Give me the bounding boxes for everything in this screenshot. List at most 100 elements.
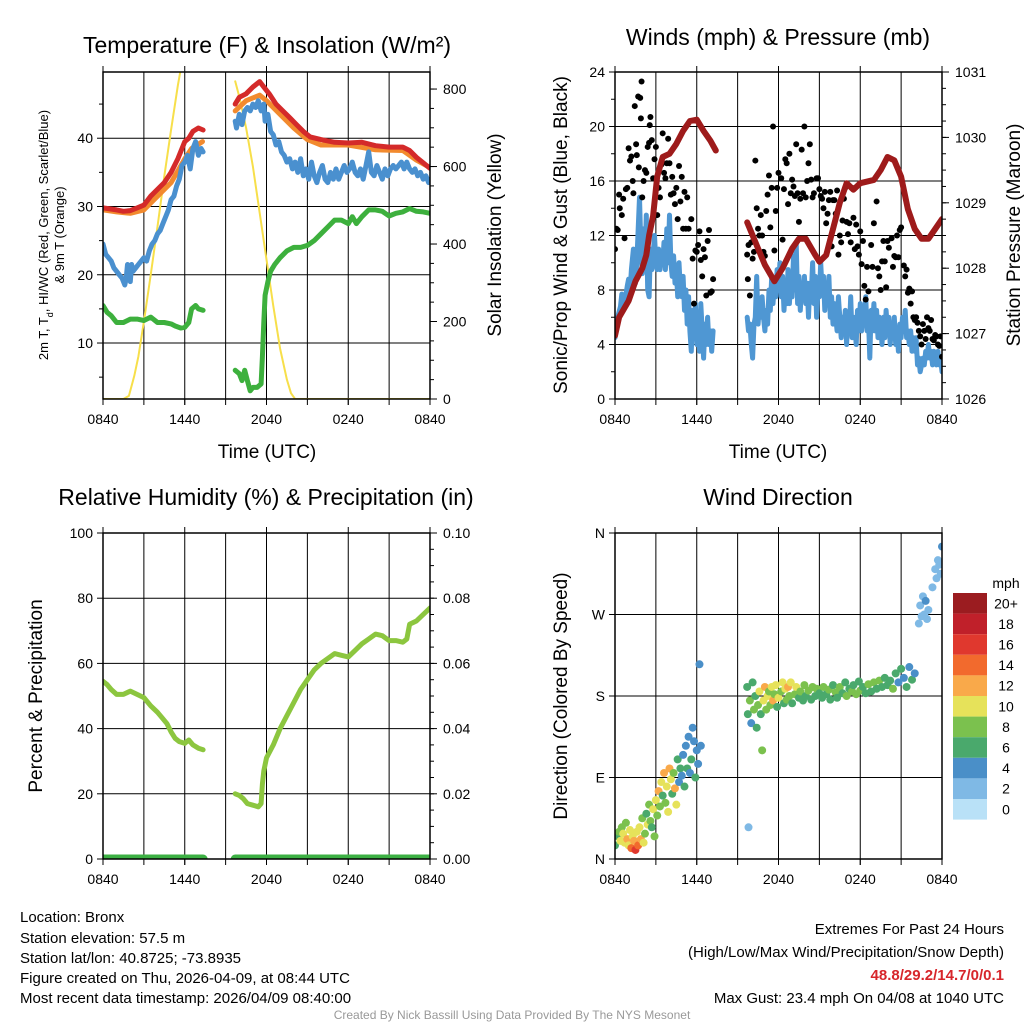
wind-direction-point bbox=[796, 687, 805, 696]
wind-line bbox=[744, 239, 942, 375]
gust-point bbox=[881, 258, 888, 265]
pressure-line bbox=[615, 116, 719, 339]
y-tick-label: 16 bbox=[589, 173, 605, 189]
gust-point bbox=[793, 141, 800, 148]
gust-point bbox=[662, 175, 669, 182]
gust-point bbox=[789, 176, 796, 183]
humidity-y-label: Percent & Precipitation bbox=[26, 599, 47, 792]
gust-point bbox=[816, 186, 823, 193]
wind-direction-point bbox=[743, 682, 752, 691]
gust-point bbox=[797, 195, 804, 202]
gust-point bbox=[701, 254, 708, 261]
winds-x-label: Time (UTC) bbox=[729, 442, 828, 463]
gust-point bbox=[764, 191, 771, 198]
legend-label: 6 bbox=[1002, 740, 1010, 756]
wind-line bbox=[615, 194, 716, 361]
y-tick-label: 20 bbox=[77, 786, 93, 802]
legend-swatch bbox=[953, 757, 987, 779]
wind-direction-point bbox=[905, 663, 914, 672]
gust-point bbox=[780, 186, 787, 193]
wind-direction-point bbox=[679, 750, 688, 759]
legend-label: 12 bbox=[998, 678, 1014, 694]
legend-swatch bbox=[953, 654, 987, 676]
wind-direction-point bbox=[661, 798, 670, 807]
x-tick-label: 1440 bbox=[169, 871, 200, 887]
gust-point bbox=[685, 225, 692, 232]
plot-area-0 bbox=[103, 72, 430, 399]
gust-point bbox=[635, 164, 642, 171]
legend-label: 10 bbox=[998, 698, 1014, 714]
hi-wc-line bbox=[103, 139, 206, 288]
gust-point bbox=[677, 198, 684, 205]
y-tick-label: 100 bbox=[70, 525, 94, 541]
y-tick-label: 20 bbox=[589, 119, 605, 135]
gust-point bbox=[688, 216, 695, 223]
gust-point bbox=[919, 321, 926, 328]
gust-point bbox=[646, 122, 653, 129]
gust-point bbox=[637, 115, 644, 122]
gust-point bbox=[763, 207, 770, 214]
wind-direction-point bbox=[841, 678, 850, 687]
gust-point bbox=[752, 157, 759, 164]
wind-direction-point bbox=[666, 775, 675, 784]
y-tick-label: S bbox=[596, 688, 605, 704]
station-latlon: Station lat/lon: 40.8725; -73.8935 bbox=[20, 950, 241, 967]
legend-swatch bbox=[953, 716, 987, 738]
wind-direction-point bbox=[677, 771, 686, 780]
x-tick-label: 2040 bbox=[763, 411, 794, 427]
extremes-values: 48.8/29.2/14.7/0/0.1 bbox=[871, 967, 1004, 984]
gust-point bbox=[643, 169, 650, 176]
wind-direction-point bbox=[756, 710, 765, 719]
gust-point bbox=[865, 288, 872, 295]
plot-frame bbox=[614, 71, 943, 400]
gust-point bbox=[802, 194, 809, 201]
gust-point bbox=[629, 178, 636, 184]
gust-point bbox=[759, 232, 766, 239]
wind-direction-point bbox=[635, 823, 644, 832]
station-elevation: Station elevation: 57.5 m bbox=[20, 930, 185, 947]
max-gust: Max Gust: 23.4 mph On 04/08 at 1040 UTC bbox=[714, 990, 1004, 1007]
gust-point bbox=[684, 194, 691, 201]
y-tick-label: 80 bbox=[77, 590, 93, 606]
gust-point bbox=[806, 141, 813, 148]
gust-point bbox=[819, 195, 826, 202]
gust-point bbox=[671, 201, 678, 208]
legend-label: 16 bbox=[998, 637, 1014, 653]
gust-point bbox=[815, 175, 822, 182]
wind-direction-point bbox=[894, 678, 903, 687]
x-tick-label: 0840 bbox=[87, 871, 118, 887]
wind-direction-point bbox=[687, 755, 696, 764]
y-tick-label: 8 bbox=[597, 282, 605, 298]
gust-point bbox=[794, 190, 801, 197]
winds-panel-title: Winds (mph) & Pressure (mb) bbox=[626, 24, 930, 50]
y-right-tick-label: 0.02 bbox=[443, 786, 470, 802]
gust-point bbox=[888, 235, 895, 242]
legend-label: 2 bbox=[1002, 781, 1010, 797]
gust-point bbox=[902, 273, 909, 280]
gust-point bbox=[894, 232, 901, 239]
gust-point bbox=[753, 205, 760, 212]
gust-point bbox=[903, 266, 910, 273]
temperature-y-label-line2: & 9m T (Orange) bbox=[52, 186, 67, 283]
gust-point bbox=[674, 216, 681, 223]
y-right-tick-label: 0.04 bbox=[443, 721, 470, 737]
gust-point bbox=[647, 113, 654, 120]
gust-point bbox=[695, 242, 702, 249]
plot-area-1 bbox=[615, 78, 942, 375]
gust-point bbox=[785, 201, 792, 208]
gust-point bbox=[616, 205, 623, 212]
wind-direction-point bbox=[691, 773, 700, 782]
relative-humidity-line bbox=[103, 678, 206, 753]
x-tick-label: 1440 bbox=[681, 871, 712, 887]
wind-direction-point bbox=[897, 664, 906, 673]
gust-point bbox=[618, 212, 625, 219]
wind-direction-point bbox=[778, 678, 787, 687]
wind-direction-point bbox=[786, 678, 795, 687]
gust-point bbox=[844, 231, 851, 238]
legend-swatch bbox=[953, 737, 987, 758]
y-right-tick-label: 200 bbox=[443, 314, 467, 330]
gust-point bbox=[889, 263, 896, 270]
wind-direction-point bbox=[695, 660, 704, 669]
gust-point bbox=[633, 141, 640, 148]
wind-direction-point bbox=[646, 816, 655, 825]
